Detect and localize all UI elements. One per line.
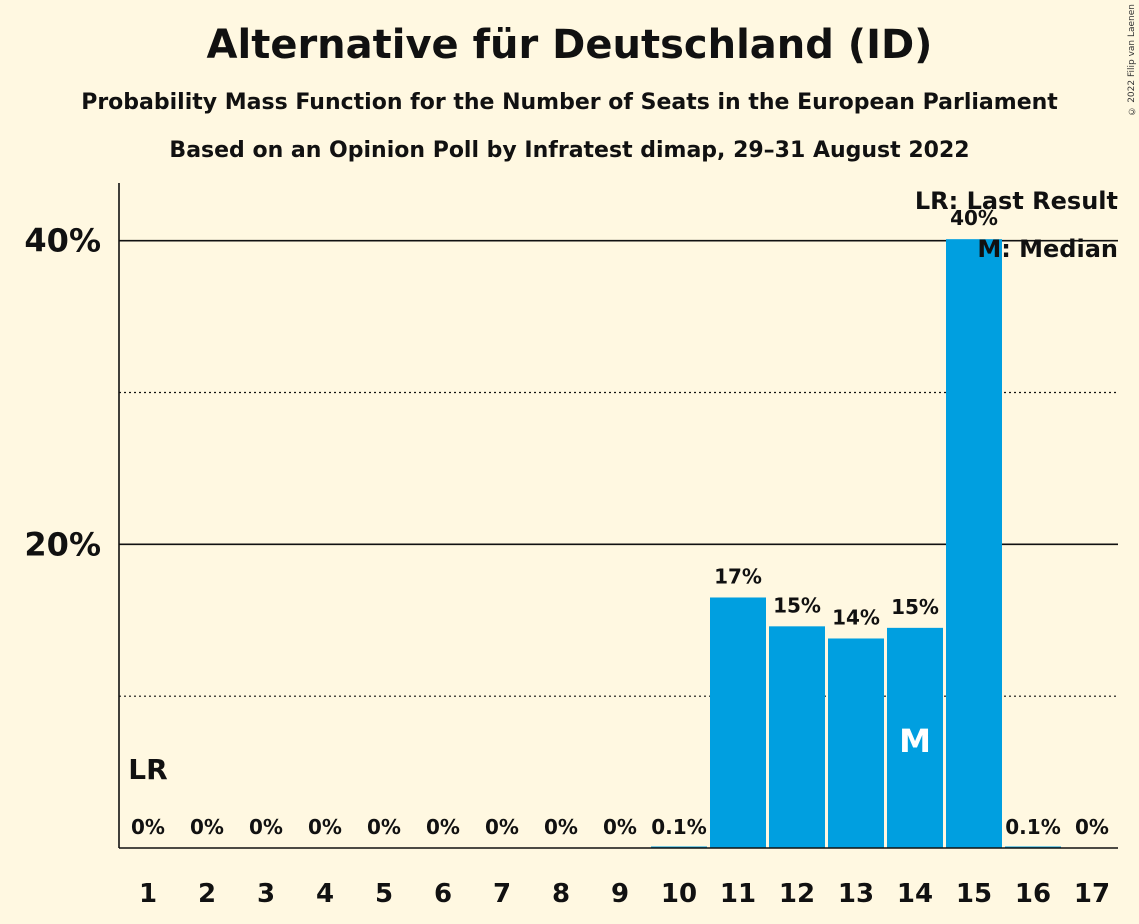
- legend-median: M: Median: [977, 235, 1118, 263]
- x-tick-label: 17: [1074, 879, 1110, 909]
- legend-last-result: LR: Last Result: [915, 187, 1118, 215]
- x-tick-label: 11: [720, 879, 756, 909]
- bar-value-label: 17%: [714, 564, 762, 588]
- bar-value-label: 0%: [249, 815, 283, 839]
- bar-value-label: 0%: [544, 815, 578, 839]
- x-tick-label: 10: [661, 879, 697, 909]
- bar-value-label: 0%: [426, 815, 460, 839]
- bar-value-label: 0%: [485, 815, 519, 839]
- last-result-marker: LR: [128, 753, 167, 786]
- x-tick-label: 13: [838, 879, 874, 909]
- bar: [828, 638, 884, 848]
- x-tick-label: 12: [779, 879, 815, 909]
- bar-value-label: 15%: [891, 595, 939, 619]
- y-tick-label: 20%: [24, 525, 101, 563]
- bar-value-label: 0%: [603, 815, 637, 839]
- x-tick-label: 5: [375, 879, 393, 909]
- x-tick-label: 16: [1015, 879, 1051, 909]
- median-marker: M: [899, 722, 931, 760]
- x-tick-label: 8: [552, 879, 570, 909]
- bar-value-label: 0%: [131, 815, 165, 839]
- bar-value-label: 14%: [832, 605, 880, 629]
- bar-value-label: 0%: [367, 815, 401, 839]
- bar-value-label: 15%: [773, 593, 821, 617]
- bar-value-label: 0%: [190, 815, 224, 839]
- bar: [946, 239, 1002, 849]
- bar-value-label: 0%: [1075, 815, 1109, 839]
- x-tick-label: 2: [198, 879, 216, 909]
- x-tick-label: 7: [493, 879, 511, 909]
- x-tick-label: 6: [434, 879, 452, 909]
- bar-value-label: 40%: [950, 206, 998, 230]
- bar-value-label: 0.1%: [651, 815, 706, 839]
- x-tick-label: 4: [316, 879, 334, 909]
- y-tick-label: 40%: [24, 222, 101, 260]
- chart-title: Alternative für Deutschland (ID): [206, 22, 933, 68]
- x-tick-label: 1: [139, 879, 157, 909]
- bar-value-label: 0%: [308, 815, 342, 839]
- chart-subtitle: Probability Mass Function for the Number…: [81, 90, 1058, 115]
- x-tick-label: 14: [897, 879, 933, 909]
- bar: [887, 627, 943, 848]
- bar: [710, 597, 766, 848]
- x-tick-label: 9: [611, 879, 629, 909]
- bar-value-label: 0.1%: [1005, 815, 1060, 839]
- x-tick-label: 15: [956, 879, 992, 909]
- chart-subtitle-poll: Based on an Opinion Poll by Infratest di…: [169, 138, 970, 163]
- x-tick-label: 3: [257, 879, 275, 909]
- bar: [769, 626, 825, 848]
